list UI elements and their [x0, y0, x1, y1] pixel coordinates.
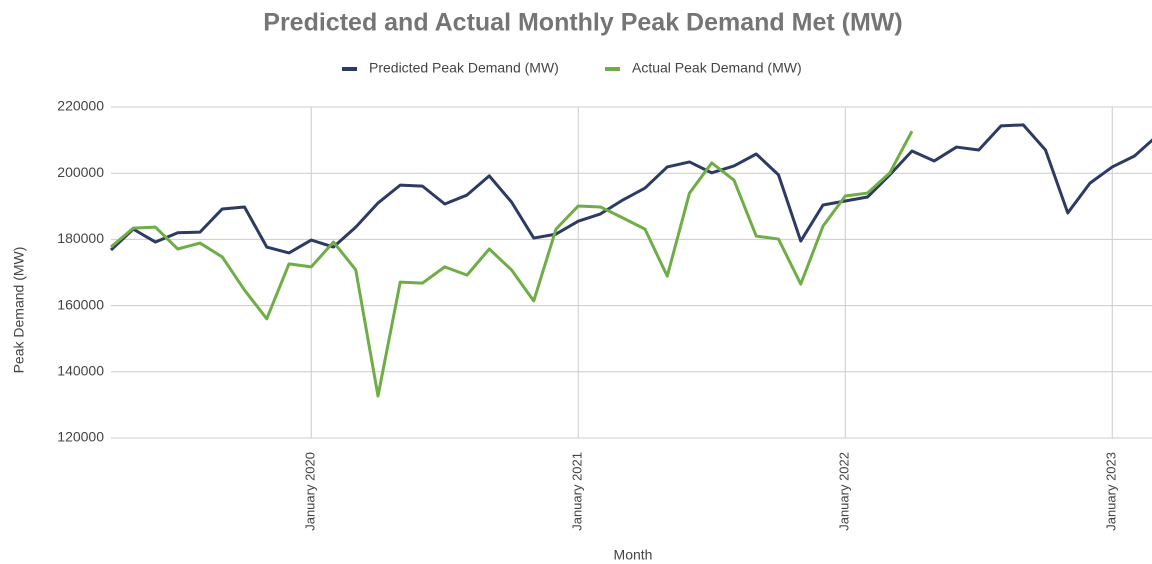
y-tick-label: 120000 [57, 429, 104, 445]
y-axis-label: Peak Demand (MW) [11, 247, 27, 374]
y-tick-label: 180000 [57, 230, 104, 246]
y-tick-label: 160000 [57, 296, 104, 312]
x-tick-label: January 2020 [303, 452, 318, 531]
x-axis-label: Month [614, 547, 653, 563]
plot-area [109, 123, 1152, 398]
y-tick-label: 220000 [57, 98, 104, 114]
y-tick-label: 200000 [57, 164, 104, 180]
legend-label: Actual Peak Demand (MW) [632, 60, 802, 76]
x-tick-label: January 2022 [837, 452, 852, 531]
x-tick-label: January 2021 [570, 452, 585, 531]
chart-title: Predicted and Actual Monthly Peak Demand… [263, 9, 902, 37]
legend-label: Predicted Peak Demand (MW) [369, 60, 559, 76]
series-line [110, 130, 914, 398]
y-tick-label: 140000 [57, 363, 104, 379]
series-line [109, 123, 1152, 255]
x-tick-label: January 2023 [1104, 452, 1119, 531]
